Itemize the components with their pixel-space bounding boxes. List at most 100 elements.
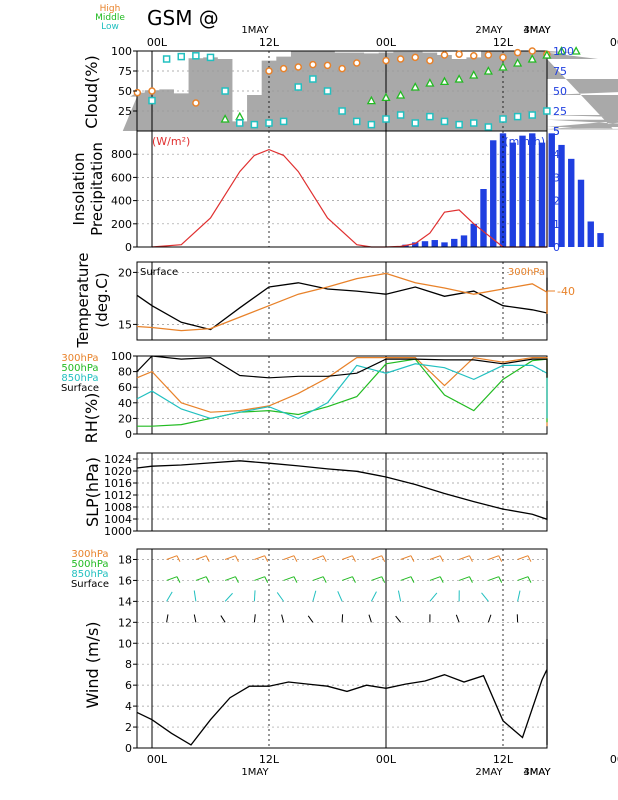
cloud-low-point (455, 120, 463, 129)
wind-barb-flag (264, 555, 269, 562)
bottom-hour-label: 00L (610, 753, 618, 766)
cloud-right-tick-label: 75 (553, 65, 567, 78)
wind-barb (368, 614, 372, 623)
wind-barb-flag (410, 576, 415, 583)
rh-left-tick-label: 0 (125, 428, 132, 441)
wind-left-tick-label: 2 (125, 721, 132, 734)
wind-barb-flag (498, 576, 503, 583)
cloud-low-point (177, 52, 185, 61)
cloud-high-point (192, 99, 200, 107)
cloud-middle-point (498, 62, 508, 71)
wind-barb (517, 590, 521, 602)
wind-barb-flag (293, 555, 298, 562)
cloud-low-point (426, 112, 434, 121)
cloud-low-point (484, 123, 493, 131)
cloud-high-point (323, 61, 332, 70)
wind-barb-flag (235, 555, 239, 562)
cloud-high-point (396, 55, 405, 63)
cloud-left-tick-label: 100 (111, 45, 132, 58)
cloud-high-point (528, 47, 536, 55)
wind-barb-flag (352, 555, 356, 562)
temp-left-tick-label: 20 (118, 266, 132, 279)
wind-barb (371, 555, 382, 560)
precip-right-tick-label: 1 (553, 218, 560, 231)
wind-left-tick-label: 0 (125, 742, 132, 755)
cloud-right-tick-label: 100 (553, 45, 574, 58)
slp-line (136, 460, 548, 521)
insol-left-tick-label: 200 (111, 218, 132, 231)
rh-500hpa-line (137, 358, 548, 427)
insol-left-tick-label: 400 (111, 195, 132, 208)
precip-bar (460, 235, 468, 247)
wind-barb (224, 576, 236, 581)
cloud-low-point (192, 52, 200, 60)
wind-ylabel: Wind (m/s) (83, 621, 102, 708)
cloud-high-point (426, 56, 434, 65)
cloud-middle-point (513, 58, 523, 67)
insol-left-tick-label: 800 (111, 148, 132, 161)
wind-barb-flag (498, 555, 503, 562)
bottom-hour-label: 00L (147, 753, 168, 766)
top-date-label: 4MAY (523, 25, 551, 36)
cloud-low-point (528, 111, 536, 119)
cloud-low-point (411, 119, 419, 127)
wind-barb-flag (527, 555, 532, 562)
wind-legend-500hpa: 500hPa (71, 559, 108, 570)
cloud-low-point (265, 119, 273, 127)
wind-barb-flag (439, 576, 444, 583)
wind-left-tick-label: 16 (118, 574, 132, 587)
wind-barb (224, 555, 236, 560)
rh-legend-500hpa: 500hPa (61, 363, 98, 374)
temperature-right-tick-label: -40 (557, 285, 575, 298)
rh-850hpa-line (136, 363, 548, 420)
rh-legend-850hpa: 850hPa (61, 373, 98, 384)
wind-barb-flag (410, 555, 415, 562)
cloud-middle-point (381, 92, 391, 102)
cloud-right-tick-label: 25 (553, 105, 567, 118)
wind-barb (400, 576, 412, 581)
wind-barb-flag (381, 576, 386, 583)
wind-barb (395, 615, 402, 623)
wind-left-tick-label: 10 (118, 637, 132, 650)
bottom-hour-label: 12L (259, 753, 280, 766)
insolation-ylabel: Insolation (70, 152, 88, 225)
cloud-low-point (250, 120, 259, 129)
temp-left-tick-label: 15 (118, 318, 132, 331)
wind-barb (429, 576, 441, 581)
rh-left-tick-label: 40 (118, 397, 132, 410)
bottom-date-label: 1MAY (241, 767, 269, 778)
cloud-middle-point (366, 95, 376, 105)
cloud-low-point (323, 87, 332, 95)
cloud-left-tick-label: 25 (118, 105, 132, 118)
precip-right-tick-label: 2 (553, 195, 560, 208)
top-date-label: 2MAY (475, 25, 503, 36)
wind-barb (458, 555, 470, 560)
cloud-low-point (543, 107, 551, 115)
bottom-time-axis: 00L12L00L12L00L12L00L1MAY2MAY3MAY4MAY (147, 753, 618, 778)
precip-right-tick-label: 0 (553, 241, 560, 254)
cloud-high-point (294, 63, 302, 71)
wind-barb (281, 614, 285, 623)
temperature-300hpa-line (136, 272, 548, 332)
cloud-middle-point (542, 50, 552, 59)
insolation-line (151, 140, 548, 248)
rh-legend-surface: Surface (61, 383, 99, 394)
precip-bar (490, 140, 497, 247)
wind-barb-flag (469, 555, 473, 562)
cloud-total-area (122, 51, 618, 131)
cloud-low-point (470, 119, 478, 127)
cloud-low-point (396, 111, 405, 119)
cloud-middle-point (527, 54, 537, 63)
wind-barb (517, 576, 529, 581)
wind-barb-flag (322, 576, 327, 583)
wind-barb (193, 590, 197, 602)
bottom-date-label: 3MAY (523, 767, 551, 778)
cloud-low-point (162, 55, 171, 63)
cloud-high-point (513, 48, 522, 57)
wind-barb (370, 591, 377, 602)
slp-left-tick-label: 1004 (104, 513, 132, 526)
temperature-panel: 20 15 Surface 300hPa -40 Temperature (deg.C) (74, 252, 575, 348)
temperature-300hpa-label: 300hPa (508, 267, 545, 278)
cloud-high-point (148, 87, 156, 95)
wind-barb-flag (293, 576, 298, 583)
